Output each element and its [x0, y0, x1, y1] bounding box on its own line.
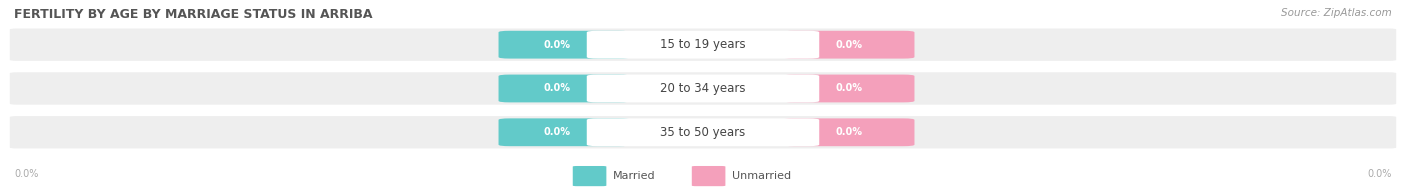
FancyBboxPatch shape [586, 31, 820, 59]
FancyBboxPatch shape [10, 28, 1396, 61]
Text: Married: Married [613, 171, 657, 181]
Text: FERTILITY BY AGE BY MARRIAGE STATUS IN ARRIBA: FERTILITY BY AGE BY MARRIAGE STATUS IN A… [14, 8, 373, 22]
Text: 0.0%: 0.0% [835, 40, 862, 50]
Text: 0.0%: 0.0% [14, 169, 38, 179]
FancyBboxPatch shape [499, 31, 630, 59]
Text: 0.0%: 0.0% [835, 83, 862, 93]
Text: 20 to 34 years: 20 to 34 years [661, 82, 745, 95]
Text: Source: ZipAtlas.com: Source: ZipAtlas.com [1281, 8, 1392, 18]
FancyBboxPatch shape [586, 118, 820, 146]
FancyBboxPatch shape [499, 74, 630, 102]
Text: 0.0%: 0.0% [544, 40, 571, 50]
FancyBboxPatch shape [10, 72, 1396, 105]
Text: Unmarried: Unmarried [733, 171, 792, 181]
FancyBboxPatch shape [783, 74, 914, 102]
FancyBboxPatch shape [10, 116, 1396, 148]
FancyBboxPatch shape [783, 118, 914, 146]
Text: 0.0%: 0.0% [1368, 169, 1392, 179]
Text: 0.0%: 0.0% [544, 127, 571, 137]
FancyBboxPatch shape [586, 74, 820, 102]
Text: 35 to 50 years: 35 to 50 years [661, 126, 745, 139]
FancyBboxPatch shape [692, 166, 725, 186]
Text: 0.0%: 0.0% [544, 83, 571, 93]
Text: 15 to 19 years: 15 to 19 years [661, 38, 745, 51]
Text: 0.0%: 0.0% [835, 127, 862, 137]
FancyBboxPatch shape [783, 31, 914, 59]
FancyBboxPatch shape [499, 118, 630, 146]
FancyBboxPatch shape [572, 166, 606, 186]
